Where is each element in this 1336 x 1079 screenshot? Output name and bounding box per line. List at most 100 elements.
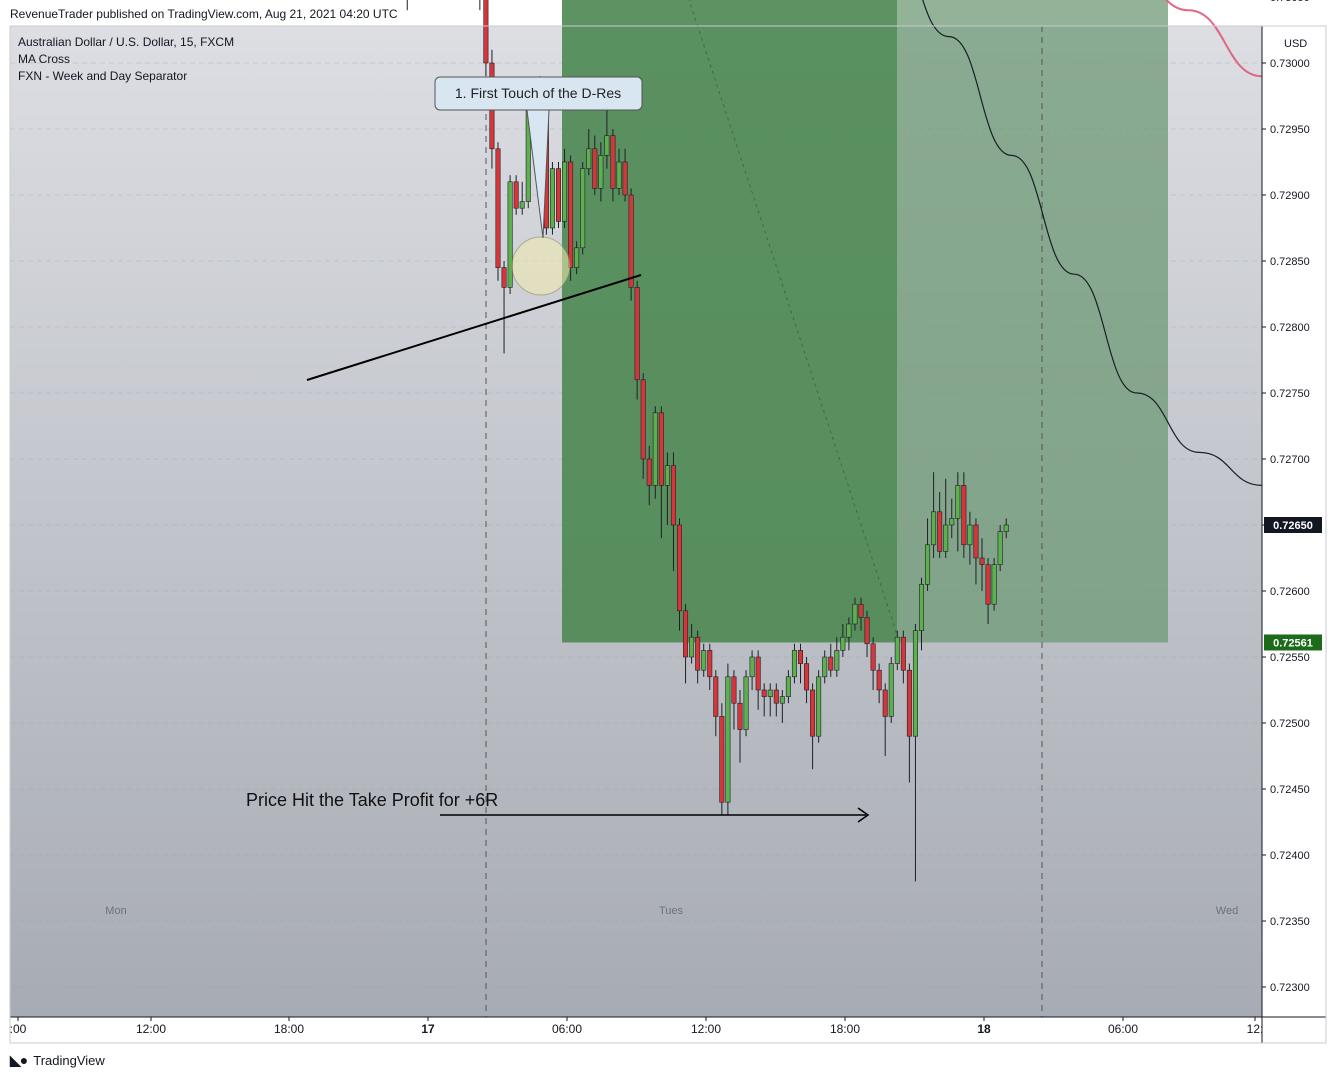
candle-body — [592, 148, 598, 189]
candle-body — [670, 465, 676, 526]
time-tick-label: 12: — [1247, 1022, 1264, 1036]
candle-body — [695, 636, 701, 671]
candle — [634, 280, 640, 400]
ma-line-fast — [922, 0, 1263, 486]
candle-body — [652, 412, 658, 486]
time-tick-label: :00 — [10, 1022, 27, 1036]
candle — [906, 663, 912, 783]
candle — [822, 650, 828, 684]
candle — [501, 261, 507, 354]
symbol-title: Australian Dollar / U.S. Dollar, 15, FXC… — [18, 35, 235, 49]
candle — [834, 637, 840, 677]
candle-body — [676, 524, 682, 612]
position-zones — [562, 0, 1168, 643]
candle-body — [628, 194, 634, 288]
candle-body — [501, 267, 507, 288]
candle-body — [598, 155, 604, 189]
price-label-box — [1264, 634, 1322, 651]
candle — [707, 643, 713, 690]
tradingview-logo-icon: ◣● — [10, 1052, 28, 1068]
candle-body — [918, 584, 924, 631]
candle-body — [991, 564, 997, 605]
footer-brand[interactable]: ◣● TradingView — [10, 1052, 105, 1069]
time-axis-background — [10, 1017, 1326, 1043]
candle — [791, 643, 797, 684]
candle-body — [973, 524, 979, 559]
candle-body — [749, 656, 755, 678]
candle — [979, 538, 985, 591]
candle — [574, 241, 580, 275]
candle-body — [931, 511, 937, 546]
candle — [719, 703, 725, 816]
candle-body — [797, 650, 803, 664]
candle — [749, 650, 755, 690]
candle-body — [773, 689, 779, 704]
price-tick-label: 0.73050 — [1270, 0, 1310, 4]
time-tick-label: 17 — [421, 1022, 435, 1036]
candle-body — [779, 696, 785, 704]
candle-body — [701, 650, 707, 671]
callout-pointer — [526, 109, 550, 239]
indicator-ma-cross[interactable]: MA Cross — [18, 52, 71, 66]
price-tick-label: 0.72900 — [1270, 190, 1310, 202]
candle — [610, 129, 616, 202]
candle-body — [483, 0, 489, 64]
candle — [912, 624, 918, 882]
candle — [713, 670, 719, 737]
candle-body — [555, 168, 561, 222]
candle — [640, 373, 646, 479]
candle-body — [979, 557, 985, 565]
candle — [676, 518, 682, 631]
price-tick-label: 0.73000 — [1270, 58, 1310, 70]
candle — [1003, 518, 1009, 539]
price-tick-label: 0.72800 — [1270, 322, 1310, 334]
candle — [973, 518, 979, 585]
candle-body — [737, 702, 743, 730]
candle — [652, 406, 658, 499]
time-tick-label: 06:00 — [552, 1022, 582, 1036]
candle-body — [900, 636, 906, 671]
candle — [507, 175, 513, 294]
candle-body — [549, 168, 555, 229]
candle-body — [888, 663, 894, 717]
candle — [513, 175, 519, 215]
price-label: 0.72561 — [1264, 634, 1322, 651]
candle-body — [846, 623, 852, 638]
candle-body — [634, 287, 640, 381]
candle — [828, 643, 834, 677]
candle — [670, 452, 676, 572]
candle-body — [858, 603, 864, 618]
candle-body — [507, 181, 513, 288]
candle-body — [513, 181, 519, 209]
indicator-separator[interactable]: FXN - Week and Day Separator — [18, 69, 188, 83]
candle — [562, 148, 568, 228]
candle — [549, 162, 555, 235]
candle — [689, 624, 695, 664]
candle-body — [912, 630, 918, 737]
candle-body — [689, 636, 695, 658]
candle — [961, 472, 967, 558]
candle-body — [519, 201, 525, 209]
candle — [761, 683, 767, 717]
trend-drawings: 1. First Touch of the D-Res Price Hit the… — [105, 76, 1238, 917]
candle-body — [580, 168, 586, 249]
candle-body — [791, 650, 797, 678]
candle — [483, 0, 489, 77]
candle — [864, 610, 870, 657]
candle-body — [834, 650, 840, 671]
candle-body — [725, 676, 731, 803]
candle-body — [876, 669, 882, 691]
callout-box — [434, 76, 643, 111]
candle-body — [967, 524, 973, 546]
time-tick-label: 12:00 — [691, 1022, 721, 1036]
candle — [785, 670, 791, 704]
candle — [628, 188, 634, 301]
candle — [743, 670, 749, 737]
candle — [622, 148, 628, 202]
candle — [894, 630, 900, 671]
price-label-text: 0.72561 — [1273, 637, 1313, 649]
candle — [876, 663, 882, 704]
candlesticks — [406, 0, 1009, 882]
